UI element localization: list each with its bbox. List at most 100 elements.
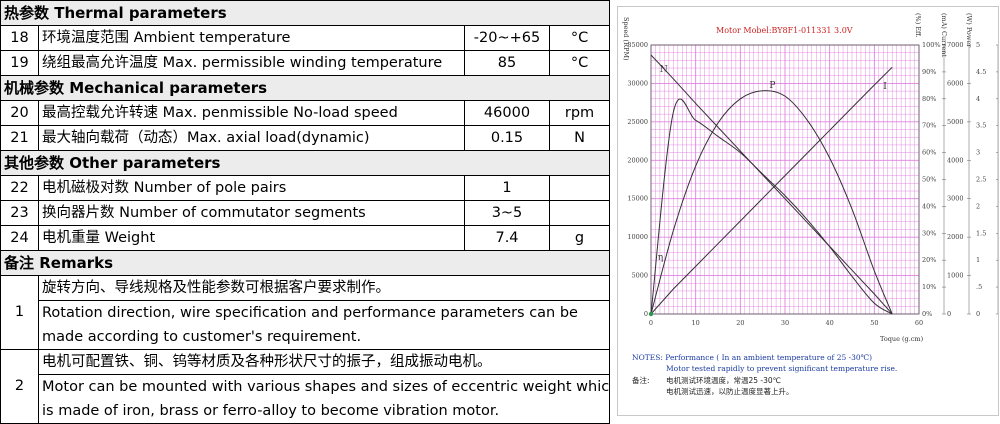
series-current-curve <box>650 66 893 315</box>
remark-row: made according to customer's requirement… <box>1 325 611 350</box>
remark-line: Motor can be mounted with various shapes… <box>37 374 611 399</box>
row-number: 19 <box>0 50 39 76</box>
motor-performance-chart: Motor Mobel:BY8F1-011331 3.0V 0 10 20 30 40 5… <box>617 6 999 416</box>
efficiency-tick-label: 70% <box>922 122 936 130</box>
power-tick-label: 3 <box>976 149 980 157</box>
speed-tick-label: 30000 <box>627 79 648 87</box>
table-row: 19 绕组最高允许温度 Max. permissible winding tem… <box>0 50 611 76</box>
x-tick-label: 0 <box>649 319 653 327</box>
speed-tick-label: 20000 <box>627 156 648 164</box>
param-unit <box>548 175 611 201</box>
x-tick-label: 40 <box>826 319 834 327</box>
param-value: 46000 <box>464 100 550 126</box>
table-row: 24 电机重量 Weight 7.4 g <box>0 225 611 251</box>
current-tick-label: 2000 <box>947 233 964 241</box>
remark-number: 2 <box>0 349 39 424</box>
notes-line-1: NOTES: Performance ( In an ambient tempe… <box>632 353 872 362</box>
efficiency-tick-label: 0% <box>922 310 932 318</box>
current-tick-label: 3000 <box>947 195 964 203</box>
row-number: 23 <box>0 200 39 226</box>
param-unit: N <box>548 125 611 151</box>
row-number: 18 <box>0 25 39 51</box>
section-title: 机械参数 Mechanical parameters <box>0 75 611 101</box>
series-speed-label: N <box>660 65 668 75</box>
mechanical-section-header: 机械参数 Mechanical parameters <box>0 75 611 101</box>
efficiency-tick-label: 80% <box>922 95 936 103</box>
power-tick-label: 4 <box>976 95 980 103</box>
speed-axis-title: Speed (RPM) <box>622 17 630 61</box>
param-name: 绕组最高允许温度 Max. permissible winding temper… <box>38 50 465 76</box>
power-tick-label: 5 <box>976 41 980 49</box>
table-row: 20 最高控载允许转速 Max. penmissible No-load spe… <box>0 100 611 126</box>
notes-cn-line-1: 电机测试环境温度，常温25 -30℃ <box>666 375 781 385</box>
speed-tick-label: 5000 <box>631 272 648 280</box>
power-tick-label: 2.5 <box>976 176 986 184</box>
power-tick-label: 3.5 <box>976 122 986 130</box>
param-unit: rpm <box>548 100 611 126</box>
section-title: 备注 Remarks <box>0 250 611 276</box>
remark-line: 旋转方向、导线规格及性能参数可根据客户要求制作。 <box>37 275 611 301</box>
param-name: 换向器片数 Number of commutator segments <box>38 200 465 226</box>
plot-frame <box>650 44 920 315</box>
series-efficiency-label: η <box>658 253 663 263</box>
param-value: 7.4 <box>464 225 550 251</box>
origin-marker <box>648 311 654 317</box>
chart-canvas: Motor Mobel:BY8F1-011331 3.0V 0 10 20 30 40 5… <box>622 13 998 396</box>
current-tick-label: 6000 <box>947 79 964 87</box>
remark-row: Rotation direction, wire specification a… <box>1 300 611 325</box>
remark-row: is made of iron, brass or ferro-alloy to… <box>1 399 611 424</box>
power-tick-label: .5 <box>976 283 982 291</box>
chart-grid <box>650 44 920 315</box>
power-tick-label: 1 <box>976 256 980 264</box>
table-row: 18 环境温度范围 Ambient temperature -20~+65 °C <box>0 25 611 51</box>
specification-table: 热参数 Thermal parameters 18 环境温度范围 Ambient… <box>0 0 611 424</box>
row-number: 21 <box>0 125 39 151</box>
x-tick-label: 60 <box>915 319 923 327</box>
row-number: 24 <box>0 225 39 251</box>
notes-cn-label: 备注: <box>632 375 650 385</box>
efficiency-tick-label: 50% <box>922 176 936 184</box>
x-tick-label: 10 <box>692 319 700 327</box>
other-section-header: 其他参数 Other parameters <box>0 150 611 176</box>
series-power-curve <box>650 90 893 315</box>
power-tick-label: 1.5 <box>976 229 986 237</box>
power-tick-label: 2 <box>976 202 980 210</box>
param-value: 3~5 <box>464 200 550 226</box>
power-axis-title: (W) Power <box>965 13 973 48</box>
param-name: 环境温度范围 Ambient temperature <box>38 25 465 51</box>
efficiency-tick-label: 10% <box>922 283 936 291</box>
chart-caption: Motor Mobel:BY8F1-011331 3.0V <box>716 26 853 35</box>
row-number: 20 <box>0 100 39 126</box>
current-tick-label: 7000 <box>947 41 964 49</box>
param-name: 最高控载允许转速 Max. penmissible No-load speed <box>38 100 465 126</box>
speed-tick-label: 35000 <box>627 41 648 49</box>
speed-tick-label: 15000 <box>627 195 648 203</box>
series-current-label: I <box>883 82 887 92</box>
param-name: 电机磁极对数 Number of pole pairs <box>38 175 465 201</box>
param-value: -20~+65 <box>464 25 550 51</box>
x-tick-label: 20 <box>736 319 744 327</box>
speed-tick-label: 0 <box>644 310 648 318</box>
remark-row: Motor can be mounted with various shapes… <box>1 374 611 399</box>
table-row: 22 电机磁极对数 Number of pole pairs 1 <box>0 175 611 201</box>
table-row: 23 换向器片数 Number of commutator segments 3… <box>0 200 611 226</box>
x-tick-label: 50 <box>870 319 878 327</box>
efficiency-tick-label: 20% <box>922 256 936 264</box>
remarks-section-header: 备注 Remarks <box>0 250 611 276</box>
x-tick-label: 30 <box>781 319 789 327</box>
param-value: 85 <box>464 50 550 76</box>
efficiency-tick-label: 60% <box>922 149 936 157</box>
remark-line: is made of iron, brass or ferro-alloy to… <box>37 399 611 424</box>
power-tick-label: 4.5 <box>976 68 986 76</box>
current-tick-label: 5000 <box>947 118 964 126</box>
efficiency-tick-label: 30% <box>922 229 936 237</box>
chart-curves: N P Iη <box>648 54 893 317</box>
remark-line: Rotation direction, wire specification a… <box>37 300 611 325</box>
thermal-section-header: 热参数 Thermal parameters <box>0 0 611 26</box>
remark-row: 2 电机可配置铁、铜、钨等材质及各种形状尺寸的振子，组成振动电机。 <box>0 349 611 424</box>
series-power-label: P <box>769 81 775 91</box>
remark-row: 1 旋转方向、导线规格及性能参数可根据客户要求制作。 <box>0 275 611 350</box>
param-value: 0.15 <box>464 125 550 151</box>
current-tick-label: 0 <box>947 310 951 318</box>
notes-line-2: Motor tested rapidly to prevent signific… <box>666 364 897 373</box>
